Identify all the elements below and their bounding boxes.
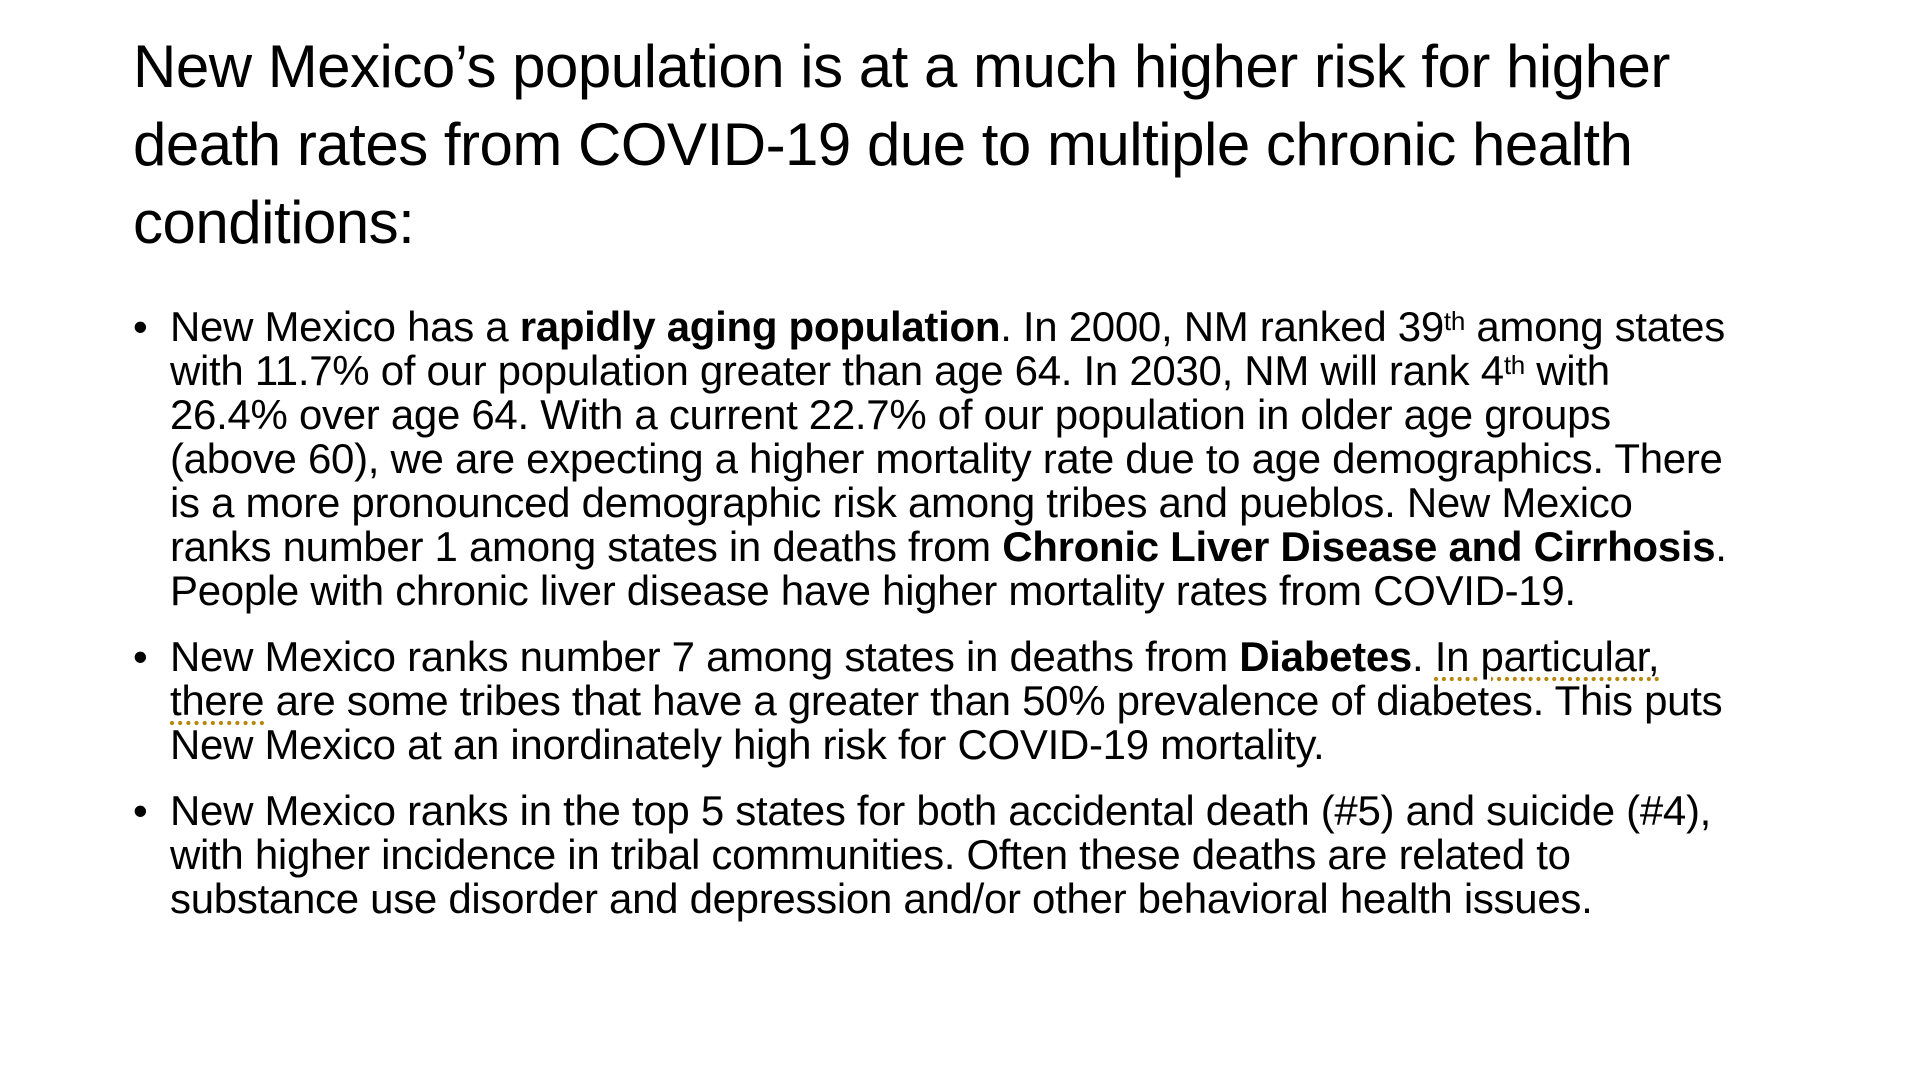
bold-text: Chronic Liver Disease and Cirrhosis — [1002, 523, 1716, 570]
bullet-text: . In 2000, NM ranked 39 — [1000, 303, 1444, 350]
bold-text: Diabetes — [1239, 633, 1412, 680]
bullet-text: New Mexico ranks number 7 among states i… — [170, 633, 1240, 680]
bullet-text: . — [1411, 633, 1435, 680]
bullet-accidental-death-suicide: New Mexico ranks in the top 5 states for… — [133, 789, 1733, 921]
bullet-aging-population: New Mexico has a rapidly aging populatio… — [133, 305, 1733, 613]
grammar-flagged-text: In particular, there — [170, 633, 1660, 724]
superscript: th — [1443, 306, 1465, 336]
bullet-text: New Mexico has a — [170, 303, 520, 350]
bold-text: rapidly aging population — [519, 303, 1001, 350]
bullet-list: New Mexico has a rapidly aging populatio… — [133, 305, 1733, 943]
slide-title: New Mexico’s population is at a much hig… — [133, 33, 1670, 256]
bullet-text: among states with 11.7% of our populatio… — [170, 303, 1725, 394]
bullet-text: . People with chronic liver disease have… — [170, 523, 1727, 614]
superscript: th — [1503, 350, 1525, 380]
bullet-diabetes: New Mexico ranks number 7 among states i… — [133, 635, 1733, 767]
bullet-text: New Mexico ranks in the top 5 states for… — [170, 787, 1712, 922]
bullet-text: with 26.4% over age 64. With a current 2… — [170, 347, 1723, 570]
bullet-text: are some tribes that have a greater than… — [170, 677, 1723, 768]
